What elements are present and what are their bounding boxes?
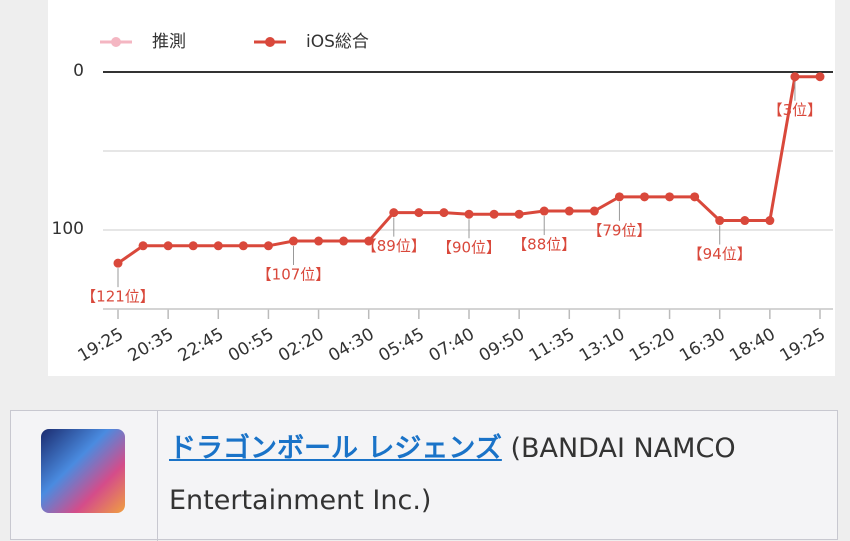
data-label: 【88位】 xyxy=(512,236,576,254)
data-point xyxy=(314,236,324,246)
app-card: ドラゴンボール レジェンズ (BANDAI NAMCO Entertainmen… xyxy=(10,410,838,541)
data-label: 【79位】 xyxy=(587,221,651,239)
data-point xyxy=(715,216,725,226)
data-point xyxy=(464,209,474,219)
legend-label: iOS総合 xyxy=(306,32,369,52)
data-point xyxy=(489,209,499,219)
chart-panel xyxy=(48,0,835,376)
page: 0 100 19:25 20:35 22:45 00:55 02:20 04:30 05:45 0… xyxy=(10,0,838,541)
data-point xyxy=(665,192,675,202)
app-title-link[interactable]: ドラゴンボール レジェンズ xyxy=(169,433,502,464)
data-point xyxy=(364,236,374,246)
y-tick-label: 0 xyxy=(73,61,84,81)
data-label: 【121位】 xyxy=(81,288,155,306)
data-point xyxy=(614,192,624,202)
data-point xyxy=(564,206,574,216)
legend-marker xyxy=(265,37,275,47)
data-point xyxy=(414,208,424,218)
divider xyxy=(157,411,158,541)
data-point xyxy=(113,258,123,268)
data-point xyxy=(213,241,223,251)
data-point xyxy=(514,209,524,219)
data-label: 【90位】 xyxy=(437,239,501,257)
data-point xyxy=(188,241,198,251)
app-publisher: (BANDAI NAMCO Entertainment Inc.) xyxy=(169,433,736,516)
data-point xyxy=(389,208,399,218)
data-point xyxy=(539,206,549,216)
data-label: 【3位】 xyxy=(768,101,823,119)
data-label: 【107位】 xyxy=(257,266,331,284)
data-point xyxy=(740,216,750,226)
data-point xyxy=(765,216,775,226)
data-point xyxy=(289,236,298,246)
data-point xyxy=(815,72,825,82)
data-point xyxy=(589,206,599,216)
data-label: 【89位】 xyxy=(362,237,426,255)
data-point xyxy=(640,192,649,202)
data-point xyxy=(163,241,173,251)
app-info: ドラゴンボール レジェンズ (BANDAI NAMCO Entertainmen… xyxy=(169,423,829,527)
data-point xyxy=(263,241,273,251)
data-point xyxy=(790,72,800,82)
data-point xyxy=(238,241,248,251)
data-point xyxy=(690,192,700,202)
legend-label: 推測 xyxy=(152,32,186,52)
data-label: 【94位】 xyxy=(688,245,752,263)
data-point xyxy=(339,236,349,246)
chart: 010019:2520:3522:4500:5502:2004:3005:450… xyxy=(48,0,835,376)
app-icon[interactable] xyxy=(41,429,125,513)
legend-marker xyxy=(111,37,121,47)
y-tick-label: 100 xyxy=(52,219,84,239)
data-point xyxy=(138,241,148,251)
data-point xyxy=(439,208,449,218)
